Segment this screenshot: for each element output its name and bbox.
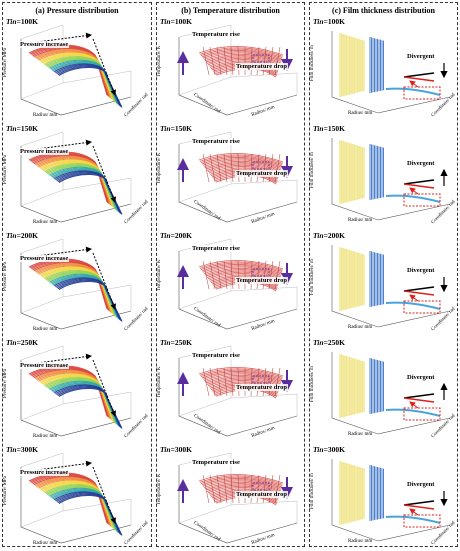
axis-label-film: Film thickness/ m [310, 45, 315, 81]
axis-label-temperature: Temperature/ K [157, 259, 162, 291]
axis-label-film: Film thickness/ m [310, 473, 315, 509]
axis-label-radius: Radius/ mm [348, 539, 373, 544]
annotation-temperature-rise: Temperature rise [191, 459, 241, 466]
pressure-surface-plot [20, 131, 132, 223]
tin-label: Tin=300K [160, 445, 192, 454]
cell-row: Tin=100K Pressure/ MPa Radius/ mm Coordinat… [3, 17, 151, 123]
axis-label-temperature: Temperature/ K [157, 366, 162, 398]
axis-label-radius: Radius/ mm [33, 327, 58, 332]
axis-label-radius: Radius/ mm [348, 111, 373, 116]
axis-label-radius: Radius/ mm [33, 541, 58, 546]
axis-label-film: Film thickness/ m [310, 152, 315, 188]
annotation-divergent: Divergent [406, 267, 436, 274]
pressure-surface-plot [20, 452, 132, 544]
panel-pressure: (a) Pressure distribution Tin=100K Pressu… [2, 2, 152, 547]
annotation-temperature-drop: Temperature drop [235, 277, 288, 284]
cell-row: Tin=150K Pressure/ MPa Radius/ mm Coordinat… [3, 124, 151, 230]
panel-title: (c) Film thickness distribution [332, 6, 435, 15]
axis-label-radius: Radius/ mm [33, 113, 58, 118]
cell-row: Tin=250K Pressure/ MPa Radius/ mm Coordinat… [3, 338, 151, 444]
tin-label: Tin=250K [313, 338, 345, 347]
film-thickness-surface-plot [331, 459, 451, 542]
tin-label: Tin=250K [160, 338, 192, 347]
cell-row: Tin=100K Temperature/ K Radius/ mm Coordina… [157, 17, 304, 123]
annotation-divergent: Divergent [406, 481, 436, 488]
pressure-surface-plot [20, 24, 132, 116]
axis-label-radius: Radius/ mm [348, 218, 373, 223]
axis-label-pressure: Pressure/ MPa [3, 368, 8, 398]
cell-row: Tin=150K Temperature/ K Radius/ mm Coordina… [157, 124, 304, 230]
tin-label: Tin=150K [313, 124, 345, 133]
annotation-temperature-rise: Temperature rise [191, 352, 241, 359]
axis-label-temperature: Temperature/ K [157, 45, 162, 77]
axis-label-film: Film thickness/ m [310, 259, 315, 295]
cell-row: Tin=300K Film thickness/ m Radius/ mm Coord… [310, 445, 457, 551]
cell-row: Tin=150K Film thickness/ m Radius/ mm Coord… [310, 124, 457, 230]
cell-row: Tin=250K Temperature/ K Radius/ mm Coordina… [157, 338, 304, 444]
axis-label-radius: Radius/ mm [348, 432, 373, 437]
cell-row: Tin=250K Film thickness/ m Radius/ mm Coord… [310, 338, 457, 444]
axis-label-pressure: Pressure/ MPa [3, 154, 8, 184]
cell-row: Tin=200K Film thickness/ m Radius/ mm Coord… [310, 231, 457, 337]
annotation-divergent: Divergent [406, 160, 436, 167]
tin-label: Tin=250K [6, 338, 38, 347]
axis-label-pressure: Pressure/ MPa [3, 261, 8, 291]
temperature-surface-plot [177, 452, 298, 544]
cell-row: Tin=200K Pressure/ MPa Radius/ mm Coordinat… [3, 231, 151, 337]
annotation-temperature-drop: Temperature drop [235, 170, 288, 177]
tin-label: Tin=100K [313, 17, 345, 26]
cell-row: Tin=300K Temperature/ K Radius/ mm Coordina… [157, 445, 304, 551]
film-thickness-surface-plot [331, 31, 451, 114]
axis-label-pressure: Pressure/ MPa [3, 47, 8, 77]
axis-label-radius: Radius/ mm [348, 325, 373, 330]
axis-label-radius: Radius/ mm [33, 434, 58, 439]
annotation-pressure-increase: Pressure increase [19, 41, 70, 48]
panel-title: (a) Pressure distribution [35, 6, 119, 15]
tin-label: Tin=200K [313, 231, 345, 240]
panel-title: (b) Temperature distribution [181, 6, 280, 15]
tin-label: Tin=100K [160, 17, 192, 26]
annotation-divergent: Divergent [406, 53, 436, 60]
tin-label: Tin=150K [160, 124, 192, 133]
panel-film-thickness: (c) Film thickness distribution Tin=100K… [309, 2, 458, 547]
axis-label-temperature: Temperature/ K [157, 152, 162, 184]
cell-row: Tin=300K Pressure/ MPa Radius/ mm Coordinat… [3, 445, 151, 551]
tin-label: Tin=200K [160, 231, 192, 240]
temperature-surface-plot [177, 24, 298, 116]
tin-label: Tin=150K [6, 124, 38, 133]
axis-label-temperature: Temperature/ K [157, 473, 162, 505]
annotation-pressure-increase: Pressure increase [19, 362, 70, 369]
annotation-divergent: Divergent [406, 374, 436, 381]
panel-temperature: (b) Temperature distribution Tin=100K Tem… [156, 2, 305, 547]
tin-label: Tin=200K [6, 231, 38, 240]
annotation-temperature-drop: Temperature drop [235, 384, 288, 391]
annotation-temperature-drop: Temperature drop [235, 491, 288, 498]
film-thickness-surface-plot [331, 245, 451, 328]
axis-label-pressure: Pressure/ MPa [3, 475, 8, 505]
annotation-pressure-increase: Pressure increase [19, 469, 70, 476]
cell-row: Tin=100K Film thickness/ m Radius/ mm Coord… [310, 17, 457, 123]
tin-label: Tin=300K [313, 445, 345, 454]
axis-label-radius: Radius/ mm [33, 220, 58, 225]
film-thickness-surface-plot [331, 352, 451, 435]
annotation-temperature-rise: Temperature rise [191, 138, 241, 145]
film-thickness-surface-plot [331, 138, 451, 221]
pressure-surface-plot [20, 238, 132, 330]
annotation-temperature-rise: Temperature rise [191, 245, 241, 252]
tin-label: Tin=100K [6, 17, 38, 26]
annotation-temperature-rise: Temperature rise [191, 31, 241, 38]
annotation-pressure-increase: Pressure increase [19, 255, 70, 262]
tin-label: Tin=300K [6, 445, 38, 454]
cell-row: Tin=200K Temperature/ K Radius/ mm Coordina… [157, 231, 304, 337]
axis-label-film: Film thickness/ m [310, 366, 315, 402]
pressure-surface-plot [20, 345, 132, 437]
annotation-pressure-increase: Pressure increase [19, 148, 70, 155]
annotation-temperature-drop: Temperature drop [235, 63, 288, 70]
